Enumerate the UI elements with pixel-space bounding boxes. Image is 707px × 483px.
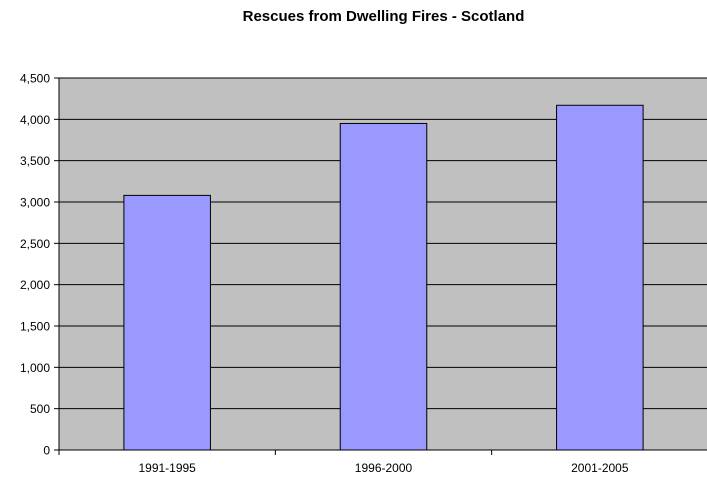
y-tick-label: 4,000 <box>20 113 50 127</box>
y-tick-label: 3,500 <box>20 154 50 168</box>
y-tick-label: 0 <box>43 444 50 458</box>
x-tick-label: 1991-1995 <box>138 461 196 475</box>
x-axis: 1991-1995 1996-2000 2001-2005 <box>58 449 707 475</box>
y-tick-label: 1,500 <box>20 320 50 334</box>
y-tick-label: 1,000 <box>20 361 50 375</box>
bars <box>123 104 644 451</box>
y-tick-label: 500 <box>30 402 50 416</box>
y-tick-label: 4,500 <box>20 72 50 86</box>
x-tick-label: 1996-2000 <box>355 461 413 475</box>
y-tick-label: 3,000 <box>20 196 50 210</box>
y-tick-label: 2,000 <box>20 278 50 292</box>
y-axis: 0 500 1,000 1,500 2,000 2,500 3,000 3,500 4,000 4… <box>20 72 60 458</box>
x-tick-label: 2001-2005 <box>571 461 629 475</box>
bar-2001-2005 <box>556 104 644 451</box>
bar-1991-1995 <box>123 194 211 451</box>
y-tick-label: 2,500 <box>20 237 50 251</box>
chart-title: Rescues from Dwelling Fires - Scotland <box>242 8 525 25</box>
bar-1996-2000 <box>339 122 428 451</box>
